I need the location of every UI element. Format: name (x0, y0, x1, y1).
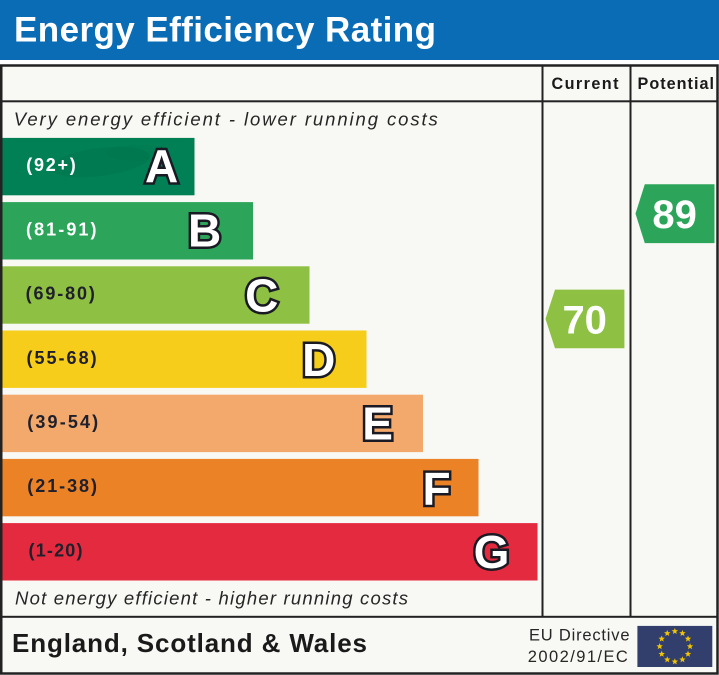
svg-text:Energy Efficiency Rating: Energy Efficiency Rating (14, 11, 436, 50)
svg-text:F: F (422, 462, 450, 514)
svg-text:(39-54): (39-54) (27, 412, 98, 432)
svg-text:B: B (188, 204, 221, 256)
svg-text:(81-91): (81-91) (26, 219, 97, 239)
svg-text:Current: Current (552, 75, 620, 93)
svg-text:Very energy efficient - lower: Very energy efficient - lower running co… (14, 108, 438, 129)
svg-text:70: 70 (562, 298, 607, 342)
svg-text:(55-68): (55-68) (27, 348, 97, 368)
svg-text:2002/91/EC: 2002/91/EC (528, 648, 628, 666)
svg-text:Not energy efficient - higher: Not energy efficient - higher running co… (15, 588, 408, 609)
svg-text:(69-80): (69-80) (26, 284, 95, 304)
svg-text:G: G (474, 526, 510, 578)
svg-text:Potential: Potential (638, 75, 715, 93)
svg-text:(1-20): (1-20) (29, 540, 83, 560)
svg-text:E: E (362, 398, 393, 450)
svg-text:A: A (145, 140, 178, 192)
svg-text:(92+): (92+) (26, 155, 76, 175)
svg-text:England, Scotland & Wales: England, Scotland & Wales (12, 628, 367, 658)
svg-text:89: 89 (652, 193, 697, 237)
svg-text:C: C (245, 269, 278, 321)
svg-text:EU Directive: EU Directive (529, 626, 630, 644)
svg-text:(21-38): (21-38) (27, 476, 97, 496)
svg-text:D: D (302, 334, 335, 386)
